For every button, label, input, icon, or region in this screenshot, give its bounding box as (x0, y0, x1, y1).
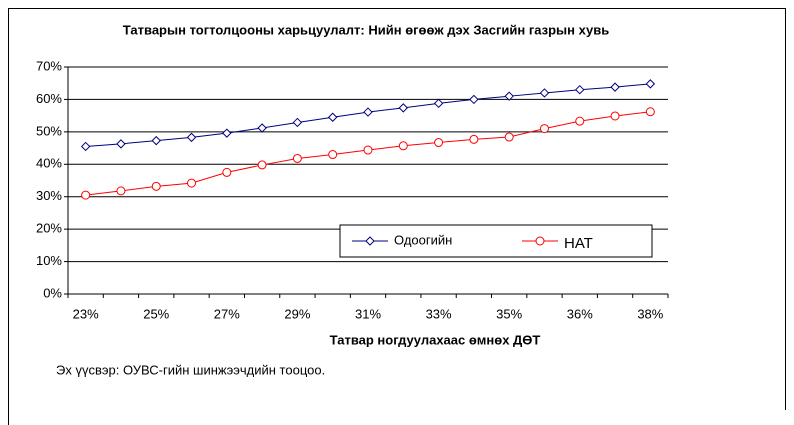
chart-title: Татварын тогтолцооны харьцуулалт: Нийн ө… (123, 22, 609, 37)
marker (292, 117, 303, 128)
marker (257, 123, 267, 133)
marker (398, 103, 409, 113)
marker (469, 134, 479, 144)
source-note: Эх үүсвэр: ОУВС-гийн шинжээчдийн тооцоо. (56, 362, 325, 377)
marker (363, 145, 373, 155)
marker (433, 98, 444, 109)
marker (575, 84, 585, 95)
legend-label: НАТ (564, 235, 593, 252)
marker (257, 160, 267, 170)
marker (535, 236, 545, 246)
marker (645, 79, 656, 89)
y-tick-label: 10% (36, 253, 62, 268)
marker (222, 128, 232, 138)
x-tick-label: 27% (214, 306, 240, 321)
x-tick-label: 38% (637, 306, 663, 321)
marker (504, 132, 514, 142)
y-tick-label: 40% (36, 156, 62, 171)
y-tick-label: 0% (43, 285, 62, 300)
marker (469, 94, 479, 105)
marker (116, 186, 126, 196)
marker (504, 91, 514, 101)
marker (116, 139, 126, 149)
legend-label: Одоогийн (394, 232, 452, 247)
marker (80, 141, 91, 152)
marker (398, 141, 408, 151)
y-tick-label: 50% (36, 123, 62, 138)
x-tick-label: 31% (355, 306, 381, 321)
y-tick-label: 30% (36, 188, 62, 203)
marker (151, 181, 161, 191)
marker (363, 107, 373, 117)
marker (434, 138, 444, 148)
y-tick-label: 60% (36, 91, 62, 106)
y-tick-label: 70% (36, 58, 62, 73)
marker (81, 190, 91, 200)
marker (645, 107, 655, 117)
y-tick-label: 20% (36, 221, 62, 236)
marker (151, 135, 161, 146)
marker (222, 167, 232, 177)
marker (539, 124, 549, 134)
x-tick-label: 29% (284, 306, 310, 321)
x-tick-label: 25% (143, 306, 169, 321)
x-tick-label: 36% (567, 306, 593, 321)
x-tick-label: 35% (496, 306, 522, 321)
x-axis-label: Татвар ногдуулахаас өмнөх ДӨТ (330, 332, 541, 347)
marker (328, 150, 338, 160)
x-tick-label: 23% (73, 306, 99, 321)
legend-box (339, 224, 653, 258)
marker (365, 236, 375, 246)
marker (186, 132, 197, 143)
marker (610, 82, 620, 92)
marker (610, 111, 620, 121)
marker (539, 88, 550, 98)
marker (327, 112, 338, 122)
frame (8, 8, 786, 425)
marker (187, 178, 197, 188)
marker (575, 116, 585, 126)
x-tick-label: 33% (426, 306, 452, 321)
marker (292, 153, 302, 163)
